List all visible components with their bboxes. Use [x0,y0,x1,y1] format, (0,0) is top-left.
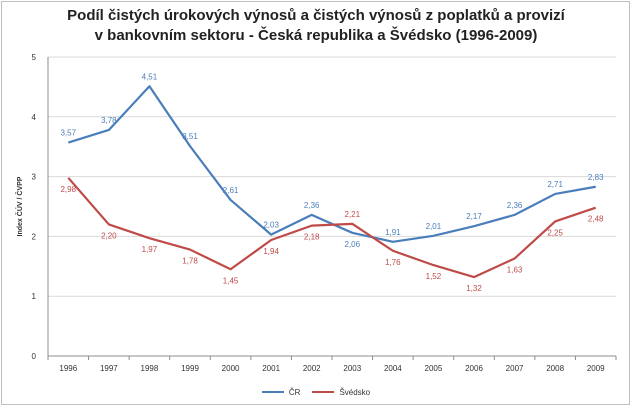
y-tick-label: 1 [32,292,37,301]
data-label: 1,52 [426,272,442,281]
data-label: 3,57 [60,129,76,138]
series-line-1 [67,85,596,243]
legend-label: ČR [288,387,301,397]
x-tick-label: 2006 [465,364,483,373]
data-label: 2,18 [304,233,320,242]
x-tick-label: 2000 [222,364,240,373]
x-tick-label: 2007 [506,364,524,373]
x-tick-label: 2001 [262,364,280,373]
data-label: 2,98 [60,185,76,194]
legend: ČR Švédsko [0,386,632,397]
x-tick-label: 2005 [425,364,443,373]
x-tick-label: 2003 [343,364,361,373]
data-label: 1,32 [466,284,482,293]
data-label: 3,78 [101,116,117,125]
data-label: 1,45 [223,276,239,285]
x-tick-label: 2002 [303,364,321,373]
data-label: 2,36 [304,201,320,210]
legend-item-1: ČR [261,387,301,397]
data-label: 2,06 [344,240,360,249]
y-axis-title: Index ČÚV / ČVPP [15,176,24,236]
data-label: 2,61 [223,186,239,195]
x-tick-label: 2009 [587,364,605,373]
data-labels: 3,57 3,78 4,51 3,51 2,61 2,03 2,36 2,06 1,91 2,01… [60,72,604,293]
data-label: 2,48 [588,215,604,224]
data-label: 2,01 [426,222,442,231]
legend-swatch [261,391,284,393]
x-tick-label: 2008 [546,364,564,373]
chart-title: Podíl čistých úrokových výnosů a čistých… [0,6,632,46]
y-tick-label: 5 [32,53,37,62]
x-tick-label: 1996 [59,364,77,373]
x-tick-label: 1998 [141,364,159,373]
data-label: 2,03 [263,221,279,230]
legend-item-2: Švédsko [312,388,370,397]
series-layer [67,85,597,279]
legend-swatch [312,391,335,393]
x-tick-label: 1999 [181,364,199,373]
data-label: 1,78 [182,257,198,266]
data-label: 1,91 [385,228,401,237]
x-tick-label: 1997 [100,364,118,373]
data-label: 2,21 [344,210,360,219]
y-tick-label: 0 [32,352,37,361]
data-label: 1,97 [142,245,158,254]
series-line-2 [67,177,597,279]
data-label: 4,51 [142,72,158,81]
gridlines [48,56,616,297]
y-tick-label: 2 [32,232,37,241]
y-tick-label: 4 [32,113,37,122]
legend-label: Švédsko [339,387,371,397]
data-label: 2,83 [588,173,604,182]
x-tick-label: 2004 [384,364,402,373]
data-label: 1,76 [385,258,401,267]
chart-title-line-2: v bankovním sektoru - Česká republika a … [94,27,538,44]
data-label: 1,94 [263,247,279,256]
data-label: 2,36 [507,201,523,210]
data-label: 3,51 [182,132,198,141]
data-label: 1,63 [507,266,523,275]
axes: 0 1 2 3 4 5 1996 1997 1998 1999 2000 2001 2002 2003 20… [32,53,617,373]
data-label: 2,20 [101,231,117,240]
chart-title-line-1: Podíl čistých úrokových výnosů a čistých… [67,7,565,24]
data-label: 2,17 [466,212,482,221]
data-label: 2,25 [547,228,563,237]
data-label: 2,71 [547,180,563,189]
y-tick-label: 3 [32,173,37,182]
